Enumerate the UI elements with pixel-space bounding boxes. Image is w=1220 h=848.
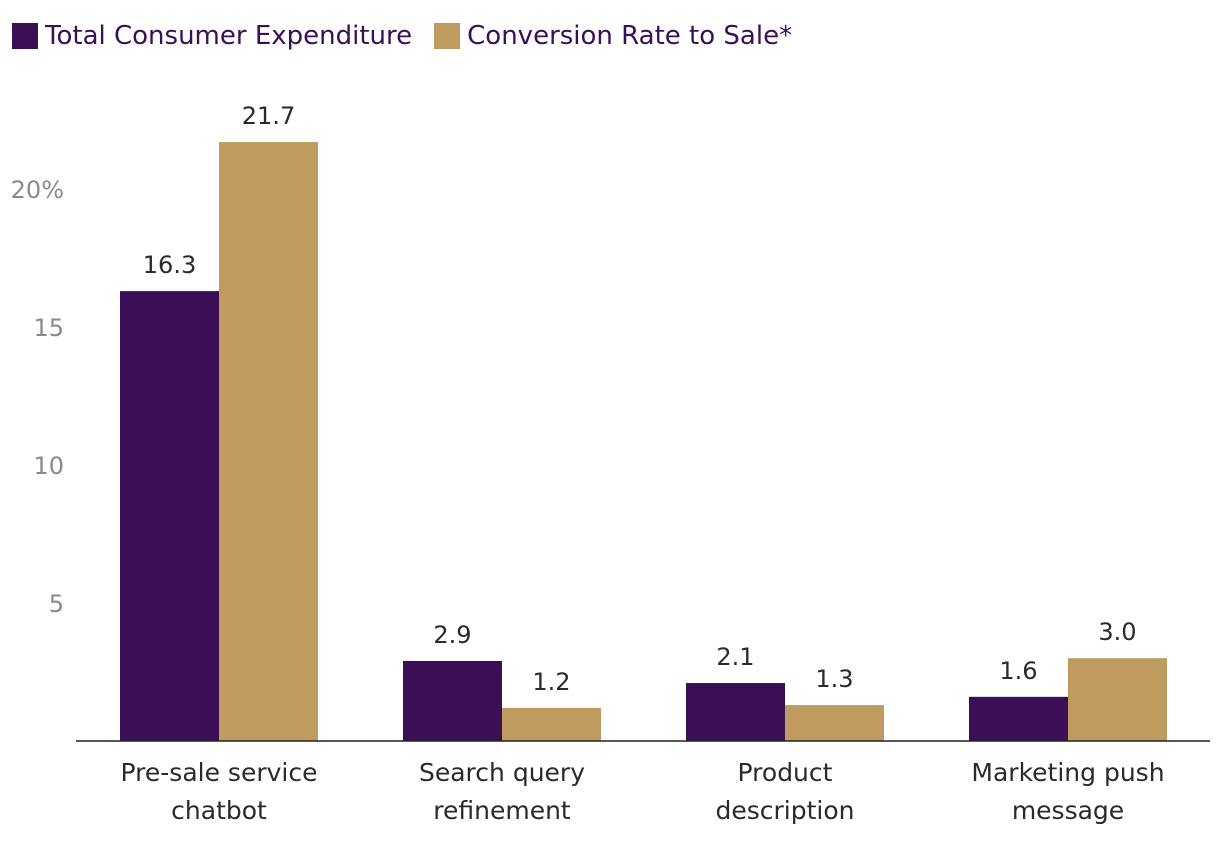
legend-swatch-conversion-rate [434, 23, 461, 49]
value-label-s1-c1: 1.2 [532, 668, 570, 696]
legend-item-conversion-rate: Conversion Rate to Sale* [434, 21, 792, 51]
bar-s0-c0 [120, 291, 219, 741]
legend-label-conversion-rate: Conversion Rate to Sale* [467, 21, 793, 51]
bar-s0-c1 [403, 660, 502, 741]
value-label-s1-c3: 3.0 [1098, 618, 1136, 646]
bar-s0-c2 [686, 683, 785, 741]
legend-swatch-total-consumer-expenditure [12, 23, 38, 49]
x-category-label-0-line-1: chatbot [171, 796, 267, 825]
x-category-label-2-line-0: Product [738, 758, 833, 787]
legend-label-total-consumer-expenditure: Total Consumer Expenditure [45, 21, 413, 51]
y-tick-label-5: 5 [49, 590, 64, 618]
value-label-s0-c2: 2.1 [716, 643, 754, 671]
x-category-label-2-line-1: description [715, 796, 854, 825]
bar-s1-c2 [785, 705, 884, 741]
y-tick-label-15: 15 [33, 314, 64, 342]
value-label-s0-c3: 1.6 [999, 657, 1037, 685]
y-tick-label-10: 10 [33, 452, 64, 480]
legend: Total Consumer Expenditure Conversion Ra… [12, 14, 814, 58]
value-label-s0-c1: 2.9 [433, 621, 471, 649]
value-label-s1-c2: 1.3 [815, 665, 853, 693]
x-category-label-3-line-1: message [1012, 796, 1124, 825]
bar-s1-c3 [1068, 658, 1167, 741]
x-category-label-1-line-0: Search query [419, 758, 585, 787]
bar-s0-c3 [969, 696, 1068, 741]
y-tick-label-20: 20% [11, 176, 64, 204]
x-category-label-0-line-0: Pre-sale service [121, 758, 318, 787]
value-label-s1-c0: 21.7 [242, 102, 295, 130]
x-category-label-1-line-1: refinement [433, 796, 571, 825]
value-label-s0-c0: 16.3 [143, 251, 196, 279]
legend-item-total-consumer-expenditure: Total Consumer Expenditure [12, 21, 412, 51]
bar-s1-c1 [502, 707, 601, 741]
x-category-label-3-line-0: Marketing push [971, 758, 1164, 787]
bar-s1-c0 [219, 142, 318, 741]
